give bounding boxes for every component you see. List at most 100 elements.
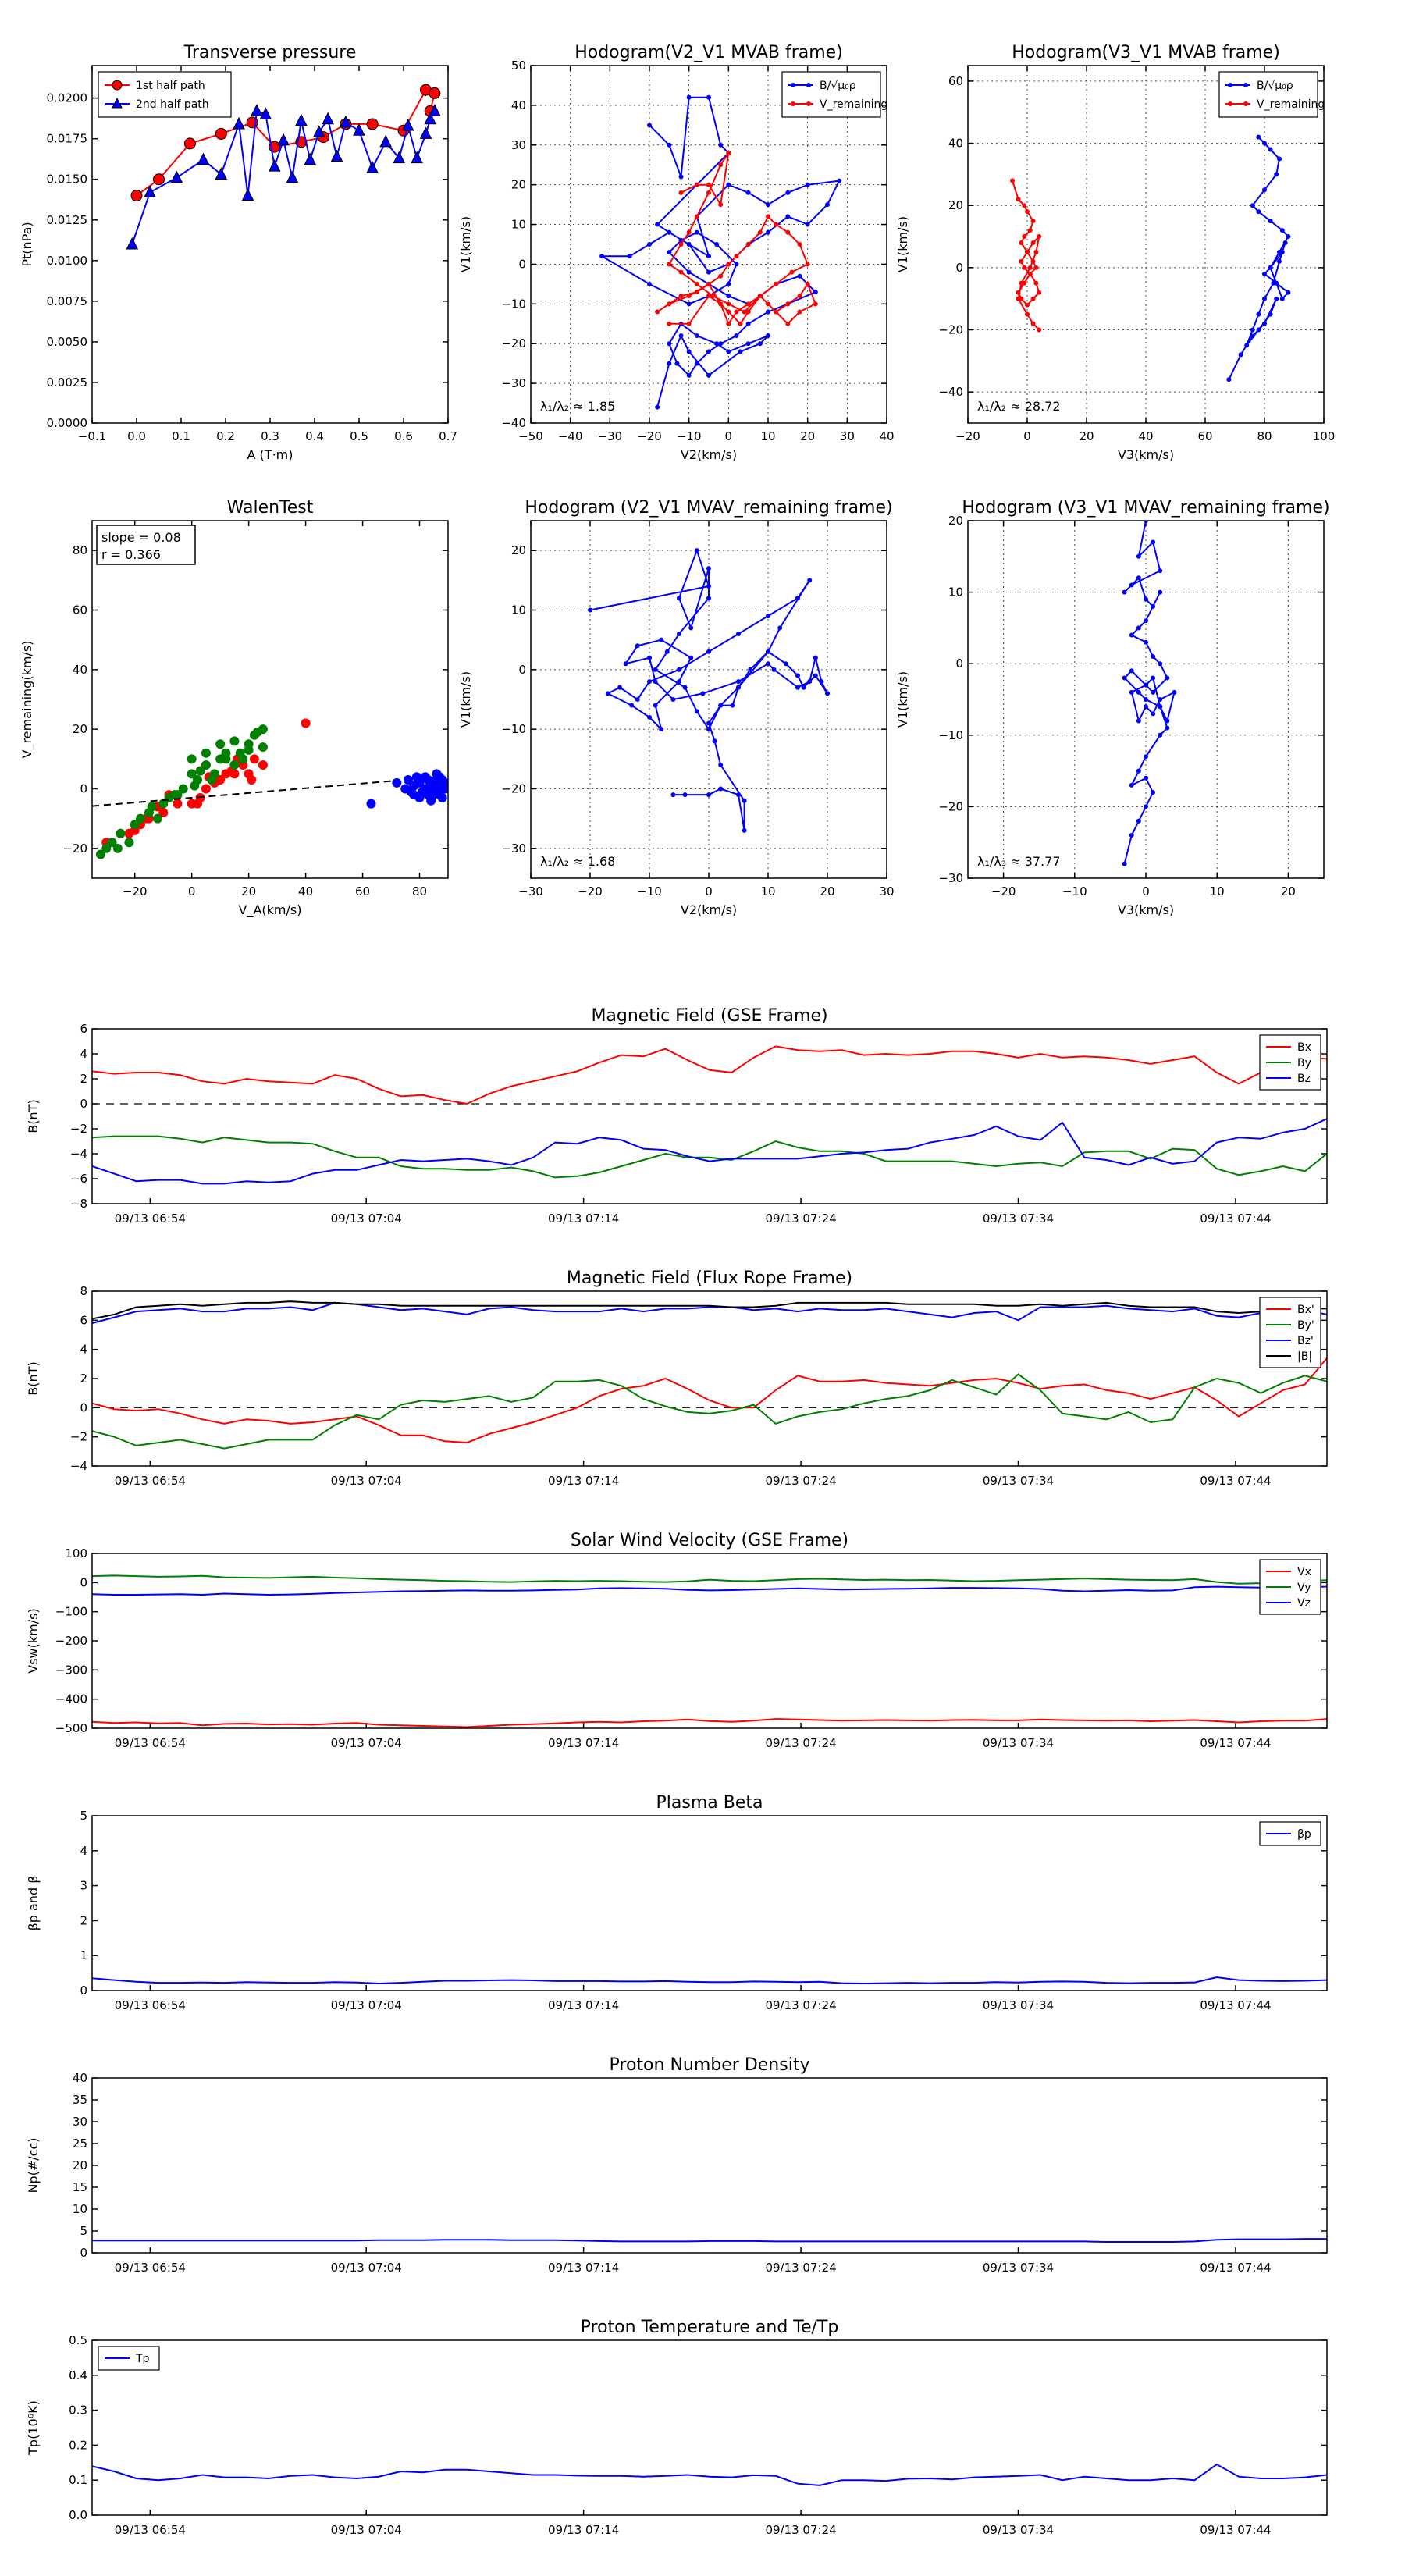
series-line-B/√μ₀ρ [599, 96, 841, 407]
data-point [706, 727, 711, 732]
x-tick-label: 40 [1138, 429, 1153, 443]
x-tick-label: 0.5 [350, 429, 368, 443]
data-point [112, 843, 123, 853]
data-point [233, 116, 245, 130]
data-point [130, 820, 140, 830]
data-point [813, 301, 818, 307]
data-point [1033, 265, 1039, 270]
legend-box [1218, 71, 1318, 118]
x-tick-label: 09/13 07:14 [548, 1212, 619, 1226]
series-line-Np [92, 2238, 1327, 2243]
data-point [726, 309, 731, 315]
x-tick-label: −20 [637, 429, 662, 443]
y-tick-label: 40 [948, 137, 963, 151]
data-point [805, 262, 810, 267]
data-point [742, 827, 747, 833]
data-point [667, 341, 672, 347]
fit-line [92, 780, 392, 807]
legend-label: By [1297, 1057, 1311, 1069]
y-tick-label: 4 [80, 1047, 87, 1061]
data-point [694, 709, 699, 714]
data-point [301, 718, 311, 728]
series-line-Bx' [92, 1357, 1327, 1444]
legend: 1st half path 2nd half path [98, 71, 232, 118]
legend: Vx Vy Vz [1259, 1559, 1321, 1615]
y-tick-label: 4 [80, 1343, 87, 1357]
data-point [1129, 689, 1134, 695]
x-tick-label: 0.7 [439, 429, 457, 443]
data-point [1279, 249, 1285, 254]
data-point [440, 784, 448, 794]
y-tick-label: 20 [73, 722, 87, 736]
data-point [677, 679, 681, 685]
legend-label: |B| [1297, 1350, 1312, 1363]
data-point [766, 229, 770, 235]
data-point [678, 333, 684, 339]
chart-hodo2: Hodogram(V3_V1 MVAB frame) −40 −20 0 20 40 60 −… [895, 43, 1335, 462]
data-point [366, 161, 379, 173]
y-tick-label: −40 [501, 416, 526, 430]
data-point [655, 404, 660, 410]
data-point [1274, 296, 1279, 301]
data-point [694, 182, 699, 187]
x-tick-label: 09/13 07:14 [548, 1474, 619, 1488]
y-tick-label: 0.0150 [47, 173, 88, 187]
x-tick-label: 09/13 07:04 [331, 1998, 402, 2012]
data-point [795, 596, 800, 601]
data-point [101, 843, 112, 853]
data-point [247, 775, 257, 785]
data-point [647, 714, 652, 720]
data-point [1256, 209, 1261, 215]
y-tick-label: 30 [511, 138, 526, 152]
x-tick-label: 0.4 [305, 429, 324, 443]
legend-label: V_remaining [1257, 98, 1325, 111]
data-point [1129, 668, 1134, 674]
x-tick-label: 09/13 07:34 [983, 1998, 1054, 2012]
x-tick-label: 80 [1257, 429, 1272, 443]
chart-title: Hodogram(V2_V1 MVAB frame) [574, 43, 843, 62]
y-tick-label: 10 [73, 2202, 87, 2216]
data-point [694, 548, 699, 553]
data-point [718, 142, 724, 148]
y-axis-label: V1(km/s) [458, 216, 473, 272]
x-tick-label: 09/13 07:24 [765, 2523, 836, 2537]
data-point [686, 94, 692, 100]
x-tick-label: 30 [879, 884, 894, 898]
data-point [667, 229, 672, 235]
data-point [1016, 290, 1021, 295]
legend-box [781, 71, 881, 118]
data-point [1256, 311, 1261, 317]
data-point [1136, 818, 1141, 824]
data-point [783, 661, 788, 667]
data-point [411, 151, 423, 164]
plot-frame [91, 65, 449, 424]
data-point [706, 349, 711, 354]
data-point [392, 777, 402, 788]
data-point [401, 118, 414, 131]
y-tick-label: 50 [511, 59, 526, 73]
y-tick-label: 0 [518, 257, 526, 271]
data-point [1262, 321, 1267, 326]
legend-marker [1228, 101, 1232, 106]
series-line-Bx [92, 1045, 1327, 1105]
y-tick-label: 40 [511, 98, 526, 112]
data-point [1122, 861, 1127, 866]
data-point [1144, 639, 1148, 645]
y-tick-label: −400 [55, 1692, 87, 1706]
data-point [734, 262, 739, 267]
x-tick-label: 09/13 07:24 [765, 1474, 836, 1488]
x-axis-label: V2(km/s) [681, 447, 737, 462]
x-tick-label: 60 [1197, 429, 1212, 443]
y-tick-label: −30 [938, 871, 963, 885]
x-tick-label: 09/13 07:24 [765, 1736, 836, 1750]
data-point [235, 748, 245, 758]
data-point [1262, 271, 1267, 276]
y-tick-label: 0.3 [69, 2403, 87, 2418]
x-tick-label: 0.0 [127, 429, 146, 443]
legend: B/√μ₀ρ V_remaining [781, 71, 887, 118]
data-point [406, 787, 416, 797]
data-point [1277, 258, 1282, 264]
y-tick-label: −100 [55, 1605, 87, 1619]
data-point [742, 798, 747, 803]
